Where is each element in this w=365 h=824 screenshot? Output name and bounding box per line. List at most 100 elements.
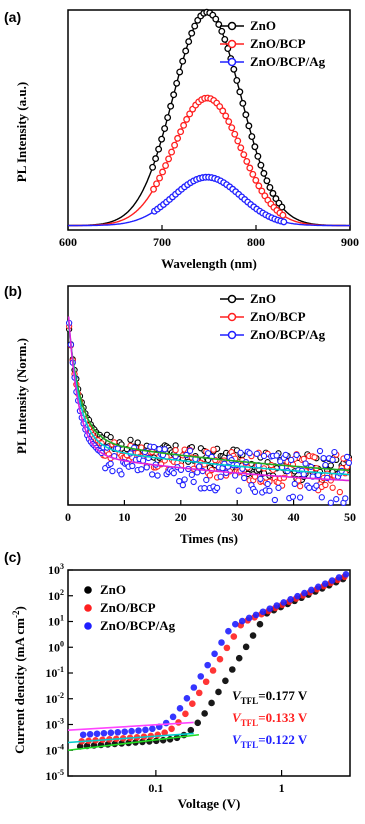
panel-c-fit-line: [67, 733, 200, 752]
panel-b-data-point: [237, 449, 244, 456]
panel-a-x-axis-label: Wavelength (nm): [161, 256, 257, 271]
panel-b-data-point: [302, 460, 309, 467]
panel-a-data-point: [225, 118, 233, 126]
panel-a-data-point: [248, 133, 256, 141]
panel-a-data-point: [266, 183, 274, 191]
panel-b-label: (b): [4, 283, 22, 299]
panel-b-legend-swatch-marker: [227, 330, 237, 340]
panel-c-data-point: [204, 661, 211, 669]
panel-b-data-point: [109, 467, 116, 475]
panel-c-y-tick-label: 102: [48, 588, 64, 603]
panel-a-plot-area: 600 700 800 900: [59, 8, 359, 249]
panel-c-data-point: [225, 627, 232, 635]
panel-b-fit-line: [67, 316, 350, 482]
panel-c-data-point: [301, 589, 308, 597]
panel-c-data-point: [162, 719, 170, 727]
panel-b-data-point: [235, 487, 242, 494]
panel-b-plot-area: 0 10 20 30 40 50: [65, 285, 356, 524]
panel-c-data-point: [128, 727, 135, 735]
panel-a: (a) 600 700 800 900 Wavelength (nm) PL Inte…: [4, 8, 359, 271]
panel-c-data-point: [208, 699, 215, 707]
panel-a-data-point: [240, 151, 248, 159]
panel-c-data-point: [197, 673, 205, 680]
panel-b-data-point: [306, 484, 313, 491]
panel-b-data-point: [195, 463, 203, 470]
panel-a-data-point: [177, 128, 185, 136]
panel-b-data-point: [203, 476, 210, 484]
panel-b-legend-label: ZnO/BCP/Ag: [250, 327, 326, 342]
panel-a-data-point: [258, 187, 266, 195]
panel-c-legend-label: ZnO: [100, 582, 126, 597]
panel-b-data-point: [246, 450, 253, 457]
panel-a-data-point: [245, 122, 253, 130]
panel-a-data-point: [179, 57, 187, 65]
panel-b-data-point: [322, 481, 329, 489]
panel-b-data-point: [156, 445, 163, 453]
panel-c-data-point: [215, 688, 222, 696]
panel-c-legend-marker: [84, 622, 92, 630]
panel-a-data-point: [249, 170, 257, 178]
panel-a-data-point: [168, 148, 176, 156]
panel-a-data-point: [257, 161, 265, 169]
panel-b-data-point: [143, 464, 150, 471]
panel-a-frame: [67, 9, 351, 231]
panel-a-legend-label: ZnO: [250, 18, 276, 33]
panel-b-data-point: [287, 456, 295, 464]
panel-b-data-point: [293, 451, 300, 459]
panel-b-data-point: [333, 496, 340, 503]
panel-b-data-point: [186, 447, 194, 454]
panel-c-data-point: [273, 602, 281, 609]
panel-b-data-point: [161, 446, 168, 453]
panel-a-data-point: [255, 182, 263, 190]
panel-c-data-point: [183, 695, 191, 702]
panel-a-data-point: [180, 121, 188, 129]
panel-c-data-point: [266, 605, 274, 612]
panel-a-data-point: [221, 35, 229, 43]
panel-c-data-point: [93, 730, 101, 738]
panel-b-fit-line: [67, 320, 350, 476]
panel-c-data-point: [218, 639, 225, 646]
panel-b-data-point: [289, 493, 297, 500]
panel-a-legend: ZnO ZnO/BCP ZnO/BCP/Ag: [220, 18, 326, 69]
panel-b-data-point: [206, 472, 214, 479]
panel-c-data-point: [280, 599, 288, 606]
panel-a-data-point: [242, 111, 250, 119]
panel-c-y-tick-label: 10-3: [45, 717, 64, 732]
panel-b-x-tick-label: 10: [118, 510, 130, 524]
panel-b-data-point: [331, 448, 338, 456]
panel-c-data-point: [201, 710, 208, 717]
panel-c-legend-marker: [84, 604, 92, 612]
panel-c-data-point: [168, 725, 175, 733]
panel-b-data-point: [282, 451, 289, 459]
panel-c-x-tick-label: 0.1: [148, 781, 163, 795]
panel-b-data-point: [148, 471, 156, 478]
panel-b-data-point: [241, 474, 248, 482]
panel-a-y-axis-label: PL Intensity (a.u.): [14, 82, 29, 182]
panel-c-data-point: [249, 632, 257, 639]
panel-c-plot-area: 0.1 1 10-5 10-4 10-3 10-2 10-1 100 101 102 103: [45, 562, 351, 795]
panel-c-vtfl-annotation: VTFL=0.177 V: [232, 688, 308, 706]
panel-b-fit-line: [67, 324, 350, 472]
panel-a-data-point: [170, 91, 178, 99]
panel-a-data-point: [280, 218, 288, 226]
panel-c-data-point: [229, 666, 236, 673]
panel-b-data-point: [342, 495, 349, 502]
panel-b-data-point: [204, 450, 212, 457]
panel-c-data-point: [194, 719, 202, 727]
panel-b-legend: ZnO ZnO/BCP ZnO/BCP/Ag: [220, 291, 326, 342]
panel-a-data-point: [233, 76, 241, 84]
panel-a-data-point: [236, 88, 244, 96]
panel-a-data-point: [176, 68, 184, 76]
panel-a-data-point: [158, 135, 166, 143]
panel-a-data-point: [185, 38, 193, 46]
panel-c-data-point: [182, 710, 189, 718]
panel-a-data-point: [231, 130, 239, 138]
panel-c-data-point: [86, 730, 94, 738]
panel-b-data-point: [316, 447, 324, 455]
panel-a-data-point: [272, 195, 280, 203]
panel-a-data-point: [260, 169, 268, 177]
panel-c-data-point: [230, 633, 238, 640]
panel-c-data-point: [121, 728, 128, 736]
panel-c-data-point: [328, 577, 336, 584]
